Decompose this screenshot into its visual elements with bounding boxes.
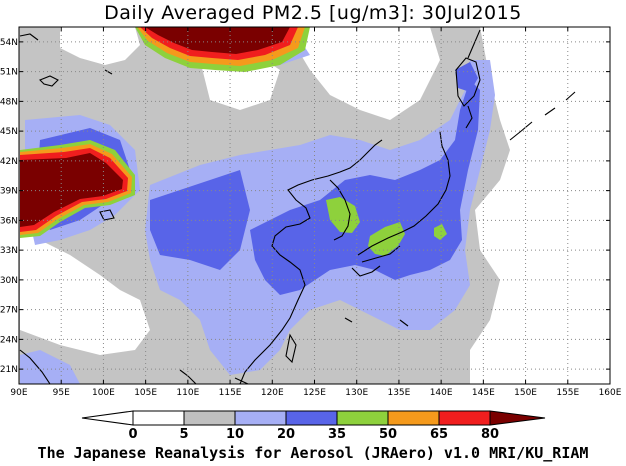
lon-tick-label: 140E xyxy=(430,388,453,398)
lat-tick-label: 33N xyxy=(0,246,18,256)
lon-tick-label: 90E xyxy=(10,388,27,398)
hotspot-north xyxy=(135,27,310,72)
colorbar-bin xyxy=(183,410,236,426)
lon-tick-label: 145E xyxy=(472,388,495,398)
longitude-axis: 90E 95E 100E 105E 110E 115E 120E 125E 130E 135E 14… xyxy=(10,27,622,398)
colorbar-upper-arrow xyxy=(489,410,546,426)
lat-tick-label: 48N xyxy=(0,97,18,107)
colorbar-bin xyxy=(336,410,389,426)
colorbar-bin xyxy=(132,410,185,426)
colorbar-label: 5 xyxy=(179,427,188,442)
map-plot-area xyxy=(19,27,610,384)
lat-tick-label: 36N xyxy=(0,216,18,226)
lon-tick-label: 110E xyxy=(176,388,199,398)
lat-tick-label: 39N xyxy=(0,187,18,197)
colorbar-bin xyxy=(285,410,338,426)
colorbar-lower-arrow xyxy=(81,410,134,426)
map-title: Daily Averaged PM2.5 [ug/m3]: 30Jul2015 xyxy=(104,2,522,24)
data-credit: The Japanese Reanalysis for Aerosol (JRA… xyxy=(37,444,589,462)
hotspot-northwest xyxy=(20,140,135,238)
colorbar-bin xyxy=(387,410,440,426)
lon-tick-label: 105E xyxy=(134,388,157,398)
lat-tick-label: 27N xyxy=(0,306,18,316)
lon-tick-label: 155E xyxy=(556,388,579,398)
lon-tick-label: 125E xyxy=(303,388,326,398)
colorbar-label: 35 xyxy=(328,427,346,442)
graticule xyxy=(19,27,610,384)
colorbar-label: 0 xyxy=(128,427,137,442)
lat-tick-label: 45N xyxy=(0,127,18,137)
lon-tick-label: 100E xyxy=(92,388,115,398)
lat-tick-label: 51N xyxy=(0,68,18,78)
coastlines xyxy=(19,29,576,384)
colorbar-bin xyxy=(234,410,287,426)
lat-tick-label: 24N xyxy=(0,335,18,345)
lat-tick-label: 42N xyxy=(0,157,18,167)
lon-tick-label: 120E xyxy=(261,388,284,398)
lat-tick-label: 30N xyxy=(0,276,18,286)
latitude-axis: 21N 24N 27N 30N 33N 36N 39N 42N 45N 48N 51N 54N xyxy=(0,38,610,375)
lon-tick-label: 130E xyxy=(345,388,368,398)
lon-tick-label: 160E xyxy=(599,388,622,398)
lat-tick-label: 21N xyxy=(0,365,18,375)
colorbar-label: 20 xyxy=(277,427,295,442)
lon-tick-label: 115E xyxy=(219,388,242,398)
lon-tick-label: 135E xyxy=(387,388,410,398)
lon-tick-label: 95E xyxy=(53,388,70,398)
colorbar-label: 65 xyxy=(430,427,448,442)
colorbar-bin xyxy=(438,410,491,426)
lon-tick-label: 150E xyxy=(514,388,537,398)
colorbar-label: 50 xyxy=(379,427,397,442)
colorbar: 0 5 10 20 35 50 65 80 xyxy=(81,410,546,442)
colorbar-label: 10 xyxy=(226,427,244,442)
colorbar-label: 80 xyxy=(481,427,499,442)
lat-tick-label: 54N xyxy=(0,38,18,48)
